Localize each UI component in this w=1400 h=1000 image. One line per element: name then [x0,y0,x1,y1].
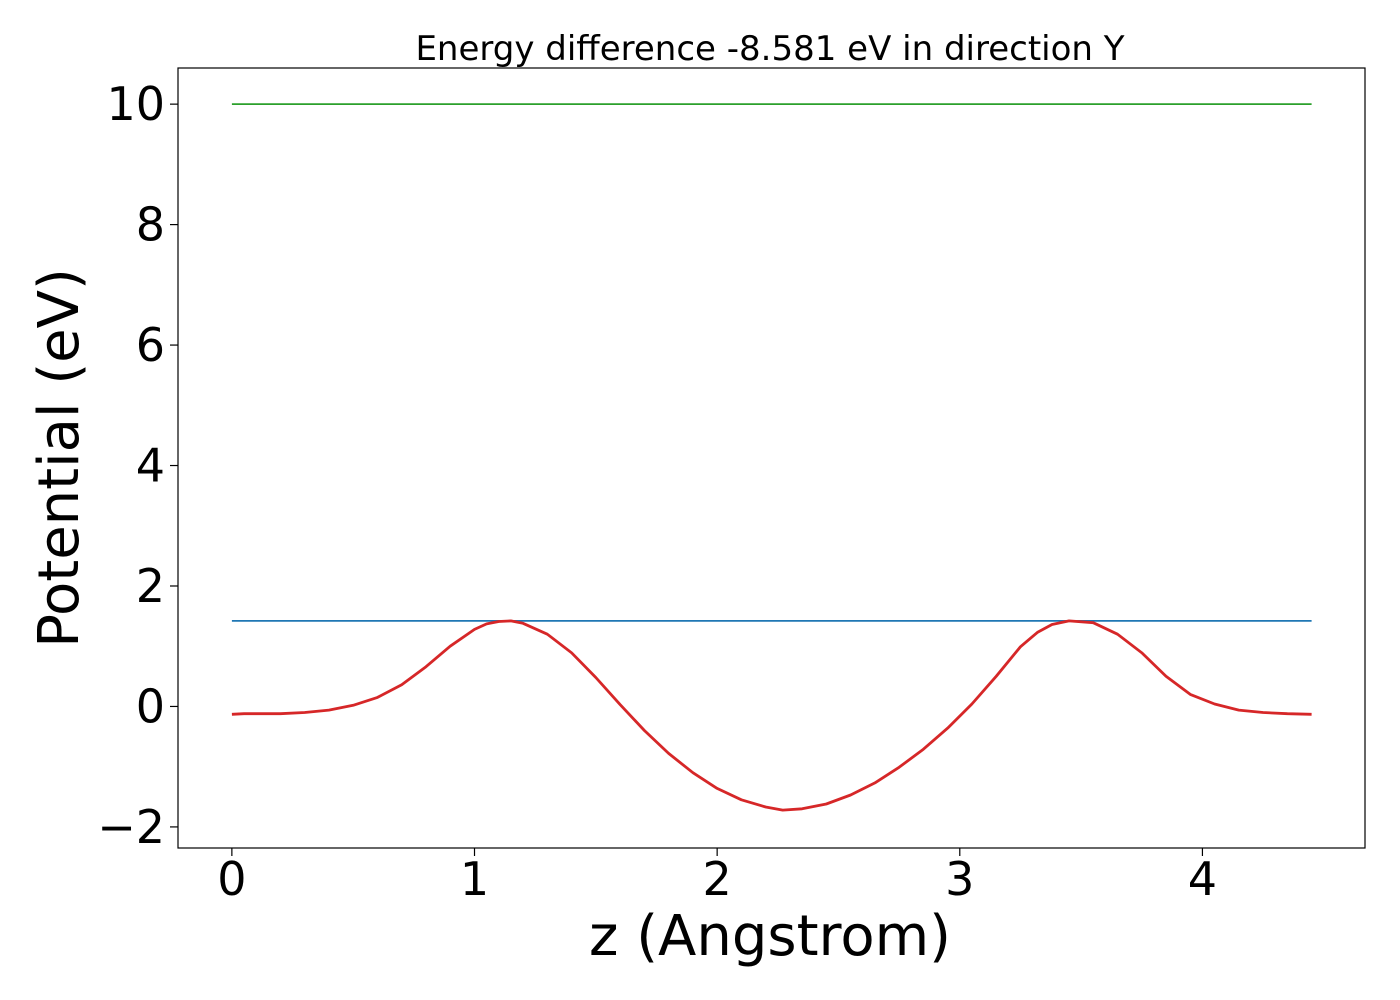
plot-area-frame [177,67,1366,849]
y-tick-label: 8 [136,198,165,252]
y-axis-label: Potential (eV) [27,268,92,648]
chart-title: Energy difference -8.581 eV in direction… [415,29,1124,69]
series-line-potential [231,619,1312,812]
series-layer [231,103,1312,812]
x-tick-label: 2 [703,852,732,906]
y-tick-label: 6 [136,318,165,372]
y-axis: −2 0 2 4 6 8 10 [97,77,178,854]
y-tick-label: 0 [136,679,165,733]
x-axis-label: z (Angstrom) [589,904,951,969]
y-tick-label: 4 [136,439,165,493]
y-tick-label: −2 [97,800,165,854]
x-axis: 0 1 2 3 4 [217,848,1217,906]
x-tick-label: 3 [945,852,974,906]
x-tick-label: 0 [217,852,246,906]
y-tick-label: 10 [106,77,165,131]
y-tick-label: 2 [136,559,165,613]
x-tick-label: 1 [460,852,489,906]
x-tick-label: 4 [1188,852,1217,906]
